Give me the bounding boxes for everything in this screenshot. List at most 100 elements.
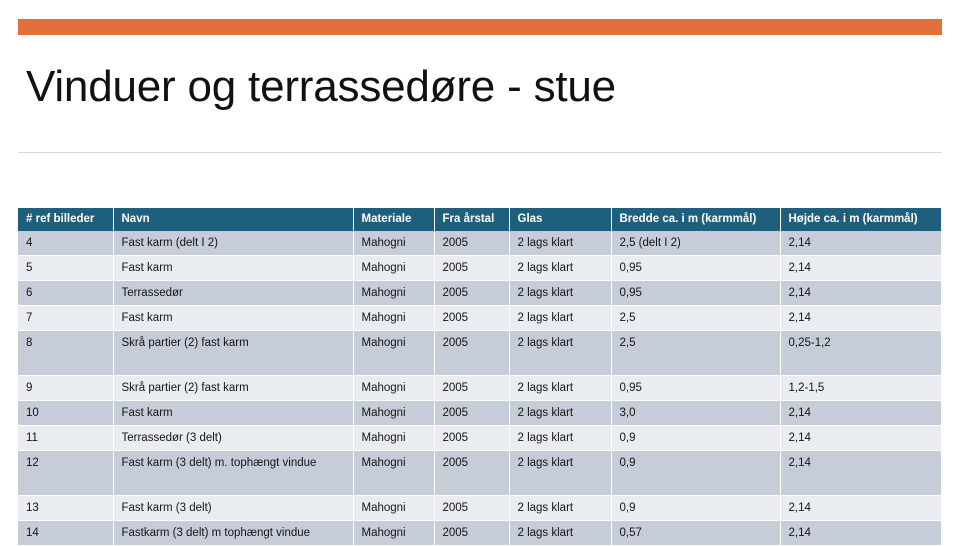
cell-glas: 2 lags klart (509, 495, 612, 521)
cell-ref: 10 (18, 400, 114, 426)
cell-navn: Fast karm (113, 255, 354, 281)
cell-aarstal: 2005 (434, 520, 510, 546)
cell-hojde: 2,14 (780, 280, 941, 306)
cell-ref: 5 (18, 255, 114, 281)
table-header-row: # ref billeder Navn Materiale Fra årstal… (18, 208, 941, 231)
cell-hojde: 2,14 (780, 255, 941, 281)
cell-aarstal: 2005 (434, 280, 510, 306)
cell-aarstal: 2005 (434, 330, 510, 376)
cell-navn: Skrå partier (2) fast karm (113, 375, 354, 401)
cell-glas: 2 lags klart (509, 520, 612, 546)
cell-bredde: 3,0 (611, 400, 781, 426)
cell-ref: 11 (18, 425, 114, 451)
cell-glas: 2 lags klart (509, 280, 612, 306)
table-row: 12 Fast karm (3 delt) m. tophængt vindue M… (18, 450, 941, 496)
cell-glas: 2 lags klart (509, 425, 612, 451)
column-header-ref-billeder: # ref billeder (18, 208, 114, 231)
cell-navn: Fast karm (delt I 2) (113, 231, 354, 256)
cell-hojde: 2,14 (780, 231, 941, 256)
cell-hojde: 2,14 (780, 400, 941, 426)
table-row: 10 Fast karm Mahogni 2005 2 lags klart 3,0 2,1… (18, 400, 941, 426)
column-header-hojde: Højde ca. i m (karmmål) (780, 208, 941, 231)
accent-bar (18, 19, 942, 35)
cell-hojde: 1,2-1,5 (780, 375, 941, 401)
cell-navn: Fastkarm (3 delt) m tophængt vindue (113, 520, 354, 546)
cell-glas: 2 lags klart (509, 305, 612, 331)
cell-aarstal: 2005 (434, 305, 510, 331)
cell-navn: Fast karm (113, 400, 354, 426)
cell-navn: Fast karm (3 delt) m. tophængt vindue (113, 450, 354, 496)
cell-navn: Fast karm (3 delt) (113, 495, 354, 521)
cell-ref: 12 (18, 450, 114, 496)
cell-glas: 2 lags klart (509, 450, 612, 496)
cell-navn: Fast karm (113, 305, 354, 331)
cell-bredde: 0,9 (611, 425, 781, 451)
cell-navn: Terrassedør (113, 280, 354, 306)
cell-navn: Terrassedør (3 delt) (113, 425, 354, 451)
page-title: Vinduer og terrassedøre - stue (26, 62, 616, 111)
title-divider (18, 152, 942, 153)
cell-navn: Skrå partier (2) fast karm (113, 330, 354, 376)
cell-ref: 14 (18, 520, 114, 546)
table-row: 5 Fast karm Mahogni 2005 2 lags klart 0,95 2,1… (18, 255, 941, 281)
cell-glas: 2 lags klart (509, 255, 612, 281)
cell-materiale: Mahogni (353, 400, 435, 426)
column-header-bredde: Bredde ca. i m (karmmål) (611, 208, 781, 231)
table-row: 6 Terrassedør Mahogni 2005 2 lags klart 0,95 2… (18, 280, 941, 306)
cell-ref: 6 (18, 280, 114, 306)
cell-ref: 9 (18, 375, 114, 401)
cell-hojde: 2,14 (780, 520, 941, 546)
cell-aarstal: 2005 (434, 375, 510, 401)
cell-glas: 2 lags klart (509, 231, 612, 256)
cell-bredde: 2,5 (611, 305, 781, 331)
cell-materiale: Mahogni (353, 305, 435, 331)
cell-ref: 8 (18, 330, 114, 376)
table-row: 13 Fast karm (3 delt) Mahogni 2005 2 lags kl… (18, 495, 941, 521)
column-header-navn: Navn (113, 208, 354, 231)
table-row: 4 Fast karm (delt I 2) Mahogni 2005 2 lags k… (18, 231, 941, 256)
table-row: 11 Terrassedør (3 delt) Mahogni 2005 2 lags … (18, 425, 941, 451)
cell-materiale: Mahogni (353, 425, 435, 451)
column-header-glas: Glas (509, 208, 612, 231)
cell-hojde: 2,14 (780, 425, 941, 451)
cell-ref: 7 (18, 305, 114, 331)
cell-aarstal: 2005 (434, 450, 510, 496)
cell-bredde: 0,9 (611, 495, 781, 521)
table-row: 9 Skrå partier (2) fast karm Mahogni 2005 2 … (18, 375, 941, 401)
cell-materiale: Mahogni (353, 330, 435, 376)
cell-bredde: 0,95 (611, 280, 781, 306)
table-header: # ref billeder Navn Materiale Fra årstal… (18, 208, 941, 231)
cell-ref: 13 (18, 495, 114, 521)
cell-bredde: 2,5 (611, 330, 781, 376)
cell-materiale: Mahogni (353, 520, 435, 546)
cell-materiale: Mahogni (353, 495, 435, 521)
cell-materiale: Mahogni (353, 375, 435, 401)
table-body: 4 Fast karm (delt I 2) Mahogni 2005 2 lags k… (18, 231, 941, 546)
cell-hojde: 2,14 (780, 305, 941, 331)
cell-aarstal: 2005 (434, 495, 510, 521)
cell-hojde: 2,14 (780, 495, 941, 521)
cell-hojde: 0,25-1,2 (780, 330, 941, 376)
cell-glas: 2 lags klart (509, 400, 612, 426)
cell-materiale: Mahogni (353, 231, 435, 256)
cell-ref: 4 (18, 231, 114, 256)
cell-materiale: Mahogni (353, 255, 435, 281)
window-spec-table: # ref billeder Navn Materiale Fra årstal… (18, 208, 941, 546)
cell-bredde: 0,9 (611, 450, 781, 496)
column-header-fra-aarstal: Fra årstal (434, 208, 510, 231)
cell-materiale: Mahogni (353, 280, 435, 306)
cell-glas: 2 lags klart (509, 330, 612, 376)
column-header-materiale: Materiale (353, 208, 435, 231)
cell-glas: 2 lags klart (509, 375, 612, 401)
cell-aarstal: 2005 (434, 425, 510, 451)
cell-aarstal: 2005 (434, 231, 510, 256)
cell-bredde: 0,95 (611, 375, 781, 401)
spec-table-container: # ref billeder Navn Materiale Fra årstal… (18, 208, 941, 546)
table-row: 7 Fast karm Mahogni 2005 2 lags klart 2,5 2,14 (18, 305, 941, 331)
cell-bredde: 2,5 (delt I 2) (611, 231, 781, 256)
table-row: 8 Skrå partier (2) fast karm Mahogni 2005 2 … (18, 330, 941, 376)
cell-materiale: Mahogni (353, 450, 435, 496)
cell-bredde: 0,95 (611, 255, 781, 281)
cell-aarstal: 2005 (434, 400, 510, 426)
cell-bredde: 0,57 (611, 520, 781, 546)
